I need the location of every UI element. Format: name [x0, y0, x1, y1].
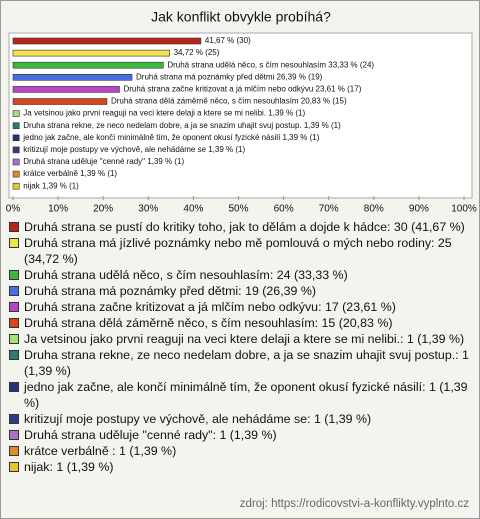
- legend-item: Druhá strana má poznámky před dětmi: 19 …: [9, 283, 471, 299]
- legend-label: kritizují moje postupy ve výchově, ale n…: [24, 412, 372, 426]
- legend-label: krátce verbálně : 1 (1,39 %): [24, 444, 177, 458]
- legend-label: nijak: 1 (1,39 %): [24, 460, 114, 474]
- legend-swatch: [9, 382, 19, 392]
- legend-label: Druhá strana má jízlivé poznámky nebo mě…: [24, 236, 452, 266]
- bar: [12, 146, 20, 154]
- bar-value-label: nijak 1,39 % (1): [23, 181, 79, 190]
- legend-item: nijak: 1 (1,39 %): [9, 459, 471, 475]
- x-tick-label: 20%: [93, 204, 113, 215]
- legend-swatch: [9, 270, 19, 280]
- x-tick-label: 40%: [183, 204, 203, 215]
- bar-value-label: Ja vetsinou jako prvni reaguji na veci k…: [23, 109, 305, 118]
- legend-swatch: [9, 462, 19, 472]
- bar-value-label: Druhá strana udělá něco, s čím nesouhlas…: [167, 60, 374, 69]
- x-tick-label: 80%: [364, 204, 384, 215]
- bar: [12, 49, 170, 57]
- legend-item: Druhá strana má jízlivé poznámky nebo mě…: [9, 235, 471, 267]
- bar: [12, 134, 20, 142]
- legend-item: jedno jak začne, ale končí minimálně tím…: [9, 379, 471, 411]
- x-tick-label: 50%: [228, 204, 248, 215]
- bar-value-label: jedno jak začne, ale končí minimálně tím…: [22, 133, 319, 142]
- bar-value-label: krátce verbálně 1,39 % (1): [23, 169, 117, 178]
- legend-swatch: [9, 334, 19, 344]
- bar: [12, 74, 133, 81]
- x-tick-label: 70%: [319, 204, 339, 215]
- legend-label: Druhá strana se pustí do kritiky toho, j…: [24, 220, 465, 234]
- bar-value-label: Druhá strana dělá záměrně něco, s čím ne…: [111, 97, 347, 106]
- legend-item: Druha strana rekne, ze neco nedelam dobr…: [9, 347, 471, 379]
- legend-swatch: [9, 430, 19, 440]
- bar-value-label: 41,67 % (30): [205, 36, 251, 45]
- legend-swatch: [9, 446, 19, 456]
- bar-value-label: Druhá strana začne kritizovat a já mlčím…: [123, 85, 361, 94]
- bar: [12, 61, 164, 69]
- legend-item: Druhá strana začne kritizovat a já mlčím…: [9, 299, 471, 315]
- x-tick-label: 10%: [48, 204, 68, 215]
- bar-value-label: Druhá strana má poznámky před dětmi 26,3…: [136, 72, 323, 81]
- bar-value-label: Druha strana rekne, ze neco nedelam dobr…: [23, 121, 341, 130]
- legend-label: Ja vetsinou jako prvni reaguji na veci k…: [24, 332, 465, 346]
- legend-label: Druhá strana dělá záměrně něco, s čím ne…: [24, 316, 393, 330]
- bar: [12, 122, 20, 129]
- legend-item: Druhá strana udělá něco, s čím nesouhlas…: [9, 267, 471, 283]
- plot-area: [8, 32, 473, 199]
- x-tick-label: 100%: [451, 204, 477, 215]
- legend-label: Druhá strana začne kritizovat a já mlčím…: [24, 300, 396, 314]
- legend-label: Druhá strana uděluje "cenné rady": 1 (1,…: [24, 428, 277, 442]
- legend-item: Druhá strana uděluje "cenné rady": 1 (1,…: [9, 427, 471, 443]
- legend-swatch: [9, 238, 19, 248]
- legend-swatch: [9, 414, 19, 424]
- bar: [12, 170, 20, 178]
- legend-swatch: [9, 302, 19, 312]
- x-tick-label: 0%: [6, 204, 21, 215]
- legend-item: kritizují moje postupy ve výchově, ale n…: [9, 411, 471, 427]
- x-tick-label: 90%: [409, 204, 429, 215]
- legend-item: Druhá strana se pustí do kritiky toho, j…: [9, 219, 471, 235]
- x-tick-label: 60%: [274, 204, 294, 215]
- bar-value-label: Druhá strana uděluje "cenné rady" 1,39 %…: [23, 157, 184, 166]
- chart-title: Jak konflikt obvykle probíhá?: [151, 9, 331, 25]
- legend-label: Druhá strana má poznámky před dětmi: 19 …: [24, 284, 317, 298]
- source: zdroj: https://rodicovstvi-a-konflikty.v…: [239, 498, 469, 510]
- x-tick-label: 30%: [138, 204, 158, 215]
- legend-swatch: [9, 350, 19, 360]
- bar: [12, 86, 120, 93]
- legend-swatch: [9, 222, 19, 232]
- legend-swatch: [9, 286, 19, 296]
- bar: [12, 158, 20, 166]
- bar: [12, 98, 108, 105]
- bar-value-label: kritizují moje postupy ve výchově, ale n…: [23, 145, 245, 154]
- legend-item: krátce verbálně : 1 (1,39 %): [9, 443, 471, 459]
- legend-label: Druhá strana udělá něco, s čím nesouhlas…: [24, 268, 348, 282]
- legend-swatch: [9, 318, 19, 328]
- bar: [12, 182, 20, 190]
- bar-value-label: 34,72 % (25): [174, 48, 220, 57]
- legend-label: jedno jak začne, ale končí minimálně tím…: [24, 380, 468, 410]
- legend: Druhá strana se pustí do kritiky toho, j…: [9, 219, 471, 475]
- bar: [12, 37, 202, 45]
- bar: [12, 110, 20, 117]
- legend-item: Druhá strana dělá záměrně něco, s čím ne…: [9, 315, 471, 331]
- legend-label: Druha strana rekne, ze neco nedelam dobr…: [24, 348, 469, 378]
- legend-item: Ja vetsinou jako prvni reaguji na veci k…: [9, 331, 471, 347]
- chart: Jak konflikt obvykle probíhá? 0% 10% 20% 30…: [6, 9, 477, 215]
